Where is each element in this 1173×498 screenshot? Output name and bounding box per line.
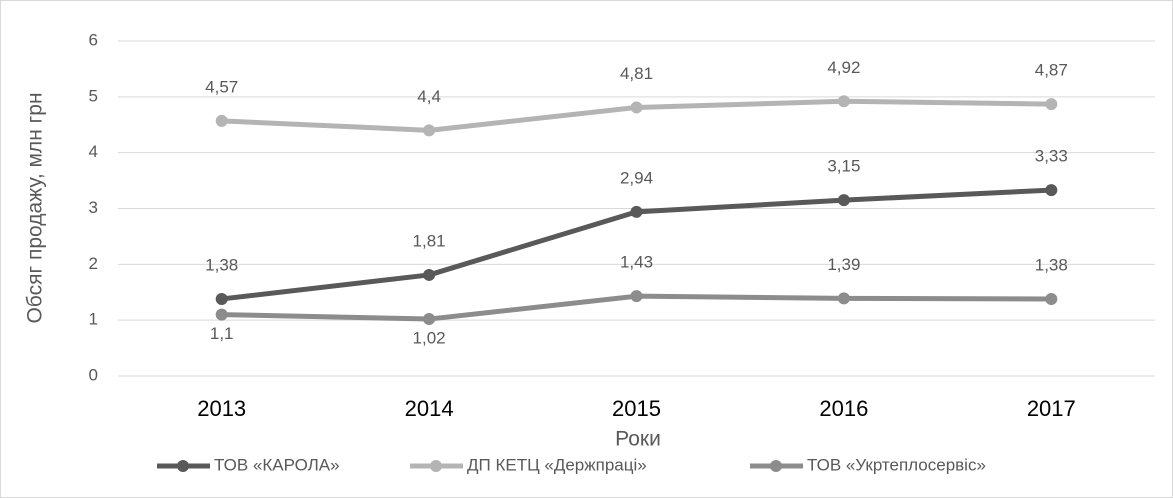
data-label: 1,81 — [413, 231, 446, 250]
y-tick-label: 3 — [89, 198, 98, 217]
data-label: 3,15 — [827, 157, 860, 176]
data-label: 1,43 — [620, 253, 653, 272]
data-point — [837, 292, 850, 305]
data-point — [423, 124, 436, 137]
data-label: 4,4 — [417, 87, 441, 106]
legend-marker — [177, 460, 189, 472]
data-point — [630, 205, 643, 218]
data-label: 4,87 — [1035, 61, 1068, 80]
data-point — [1045, 98, 1058, 111]
data-point — [423, 268, 436, 281]
data-label: 1,39 — [827, 255, 860, 274]
data-label: 4,92 — [827, 58, 860, 77]
data-label: 1,02 — [413, 329, 446, 348]
data-point — [215, 292, 228, 305]
data-point — [630, 101, 643, 114]
y-tick-label: 6 — [89, 30, 98, 49]
legend-label: ТОВ «КАРОЛА» — [214, 455, 340, 474]
y-tick-label: 1 — [89, 310, 98, 329]
y-tick-label: 2 — [89, 254, 98, 273]
data-point — [215, 308, 228, 321]
legend-label: ТОВ «Укртеплосервіс» — [807, 455, 986, 474]
y-tick-label: 4 — [89, 142, 98, 161]
x-tick-label: 2015 — [612, 396, 661, 421]
x-tick-label: 2017 — [1027, 396, 1076, 421]
legend-marker — [770, 460, 782, 472]
data-label: 1,38 — [1035, 255, 1068, 274]
data-label: 4,81 — [620, 64, 653, 83]
data-label: 4,57 — [205, 77, 238, 96]
data-label: 2,94 — [620, 168, 653, 187]
data-point — [215, 114, 228, 127]
y-axis-title: Обсяг продажу, млн грн — [24, 92, 47, 323]
data-point — [837, 194, 850, 207]
x-axis-title: Роки — [615, 428, 661, 451]
y-tick-label: 5 — [89, 86, 98, 105]
x-tick-label: 2014 — [405, 396, 454, 421]
data-point — [837, 95, 850, 108]
data-point — [1045, 292, 1058, 305]
legend-label: ДП КЕТЦ «Держпраці» — [467, 455, 647, 474]
y-tick-label: 0 — [89, 365, 98, 384]
x-tick-label: 2016 — [819, 396, 868, 421]
data-point — [423, 313, 436, 326]
data-label: 3,33 — [1035, 147, 1068, 166]
data-label: 1,1 — [210, 324, 234, 343]
data-point — [1045, 184, 1058, 197]
data-label: 1,38 — [205, 255, 238, 274]
x-tick-label: 2013 — [197, 396, 246, 421]
legend-marker — [430, 460, 442, 472]
data-point — [630, 290, 643, 303]
